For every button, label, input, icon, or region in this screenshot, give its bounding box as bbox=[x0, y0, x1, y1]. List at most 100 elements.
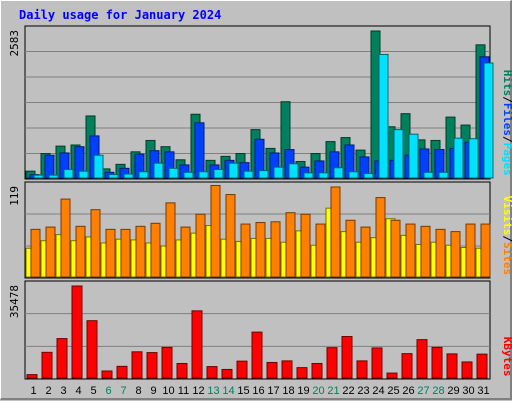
legend-entry: KBytes bbox=[501, 337, 512, 377]
bar-pages bbox=[288, 163, 299, 179]
bar-kbytes bbox=[281, 360, 293, 379]
bar-sites bbox=[300, 213, 311, 278]
panels: 2583Hits/Files/Pages119Visits/Sites35478… bbox=[8, 25, 512, 380]
bar-sites bbox=[480, 223, 491, 278]
bar-sites bbox=[345, 219, 356, 278]
bar-pages bbox=[438, 171, 449, 179]
chart-title: Daily usage for January 2024 bbox=[19, 8, 221, 22]
x-axis: 1 2 3 4 5 6 7 8 9 10 11 12 13 14 15 16 17 18 19 20 21 22 23 24 2… bbox=[30, 385, 489, 397]
bar-sites bbox=[270, 221, 281, 278]
bar-sites bbox=[135, 225, 146, 278]
bar-files bbox=[44, 154, 55, 179]
bar-pages bbox=[423, 171, 434, 179]
bar-pages bbox=[198, 171, 209, 179]
x-tick-label: 24 bbox=[372, 385, 384, 397]
legend-entry: / bbox=[501, 235, 512, 242]
bar-sites bbox=[195, 213, 206, 278]
x-tick-label: 6 bbox=[105, 385, 111, 397]
legend: Hits/Files/Pages bbox=[501, 70, 512, 176]
x-tick-label: 1 bbox=[30, 385, 36, 397]
bar-pages bbox=[483, 62, 494, 179]
legend-entry: Pages bbox=[501, 143, 512, 176]
x-tick-label: 20 bbox=[312, 385, 324, 397]
panel-3: 35478 KBytes bbox=[8, 280, 512, 380]
bar-kbytes bbox=[206, 366, 218, 379]
x-tick-label: 3 bbox=[60, 385, 66, 397]
bar-pages bbox=[408, 133, 419, 179]
bar-kbytes bbox=[251, 331, 263, 379]
bar-pages bbox=[453, 137, 464, 179]
bar-pages bbox=[33, 174, 44, 179]
x-tick-label: 7 bbox=[120, 385, 126, 397]
x-tick-label: 21 bbox=[327, 385, 339, 397]
bar-pages bbox=[378, 54, 389, 179]
bar-pages bbox=[333, 167, 344, 179]
bar-pages bbox=[468, 138, 479, 179]
bar-pages bbox=[153, 162, 164, 179]
bar-kbytes bbox=[71, 285, 83, 379]
bar-pages bbox=[138, 171, 149, 179]
legend-entry: Files bbox=[501, 103, 512, 136]
bar-sites bbox=[375, 197, 386, 278]
bar-pages bbox=[303, 172, 314, 179]
bar-kbytes bbox=[161, 346, 173, 379]
x-tick-label: 28 bbox=[432, 385, 444, 397]
bar-kbytes bbox=[326, 347, 338, 379]
bar-sites bbox=[165, 202, 176, 278]
bar-kbytes bbox=[461, 361, 473, 379]
bar-kbytes bbox=[311, 362, 323, 379]
x-tick-label: 13 bbox=[207, 385, 219, 397]
bar-sites bbox=[285, 212, 296, 278]
bar-sites bbox=[390, 219, 401, 278]
bar-kbytes bbox=[131, 351, 143, 379]
x-tick-label: 10 bbox=[162, 385, 174, 397]
legend-entry: / bbox=[501, 136, 512, 143]
bar-pages bbox=[48, 174, 59, 179]
bar-pages bbox=[213, 168, 224, 179]
bar-kbytes bbox=[266, 361, 278, 379]
y-max-label: 35478 bbox=[8, 285, 21, 318]
bar-pages bbox=[183, 171, 194, 179]
bar-sites bbox=[45, 226, 56, 278]
bar-kbytes bbox=[476, 353, 488, 379]
bar-kbytes bbox=[431, 346, 443, 379]
bar-kbytes bbox=[26, 374, 38, 379]
bar-kbytes bbox=[371, 347, 383, 379]
bar-pages bbox=[393, 129, 404, 179]
bar-kbytes bbox=[41, 351, 53, 379]
bar-sites bbox=[210, 184, 221, 278]
legend-entry: Visits bbox=[501, 196, 512, 236]
bar-sites bbox=[120, 228, 131, 278]
bar-kbytes bbox=[191, 310, 203, 379]
x-tick-label: 27 bbox=[417, 385, 429, 397]
bar-sites bbox=[60, 198, 71, 278]
bar-sites bbox=[90, 209, 101, 278]
bar-sites bbox=[180, 226, 191, 278]
bar-pages bbox=[78, 170, 89, 179]
x-tick-label: 12 bbox=[192, 385, 204, 397]
bar-sites bbox=[315, 223, 326, 278]
bar-kbytes bbox=[446, 353, 458, 379]
bar-pages bbox=[348, 171, 359, 179]
bar-pages bbox=[243, 170, 254, 179]
x-tick-label: 30 bbox=[462, 385, 474, 397]
bar-kbytes bbox=[56, 338, 68, 379]
legend-entry: Hits bbox=[501, 70, 512, 97]
legend-entry: Sites bbox=[501, 242, 512, 275]
bar-sites bbox=[240, 223, 251, 278]
x-tick-label: 19 bbox=[297, 385, 309, 397]
bar-pages bbox=[273, 166, 284, 179]
bar-sites bbox=[75, 225, 86, 278]
bar-pages bbox=[63, 168, 74, 179]
bar-kbytes bbox=[296, 367, 308, 379]
bar-kbytes bbox=[356, 360, 368, 379]
bar-sites bbox=[225, 194, 236, 278]
x-tick-label: 15 bbox=[237, 385, 249, 397]
x-tick-label: 5 bbox=[90, 385, 96, 397]
x-tick-label: 22 bbox=[342, 385, 354, 397]
x-tick-label: 18 bbox=[282, 385, 294, 397]
y-max-label: 2583 bbox=[8, 30, 21, 57]
